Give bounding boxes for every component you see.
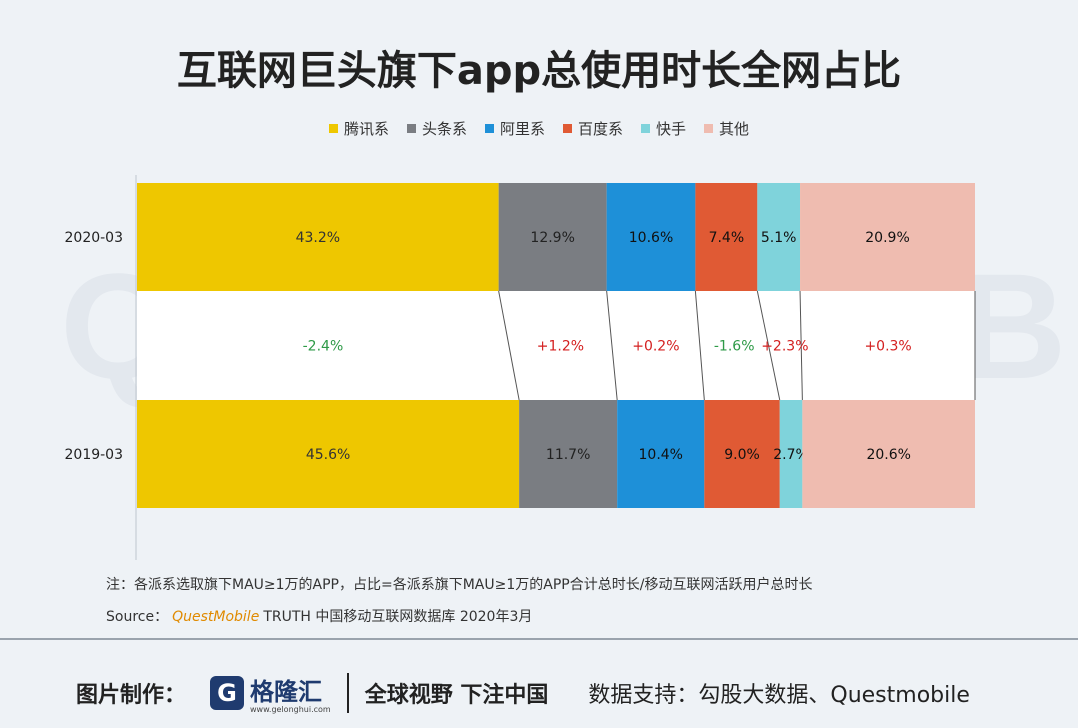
data-label: 10.6% (629, 230, 673, 246)
connector-line (606, 290, 618, 401)
legend-item: 头条系 (406, 118, 467, 139)
bar-segment (617, 400, 705, 508)
legend-label: 腾讯系 (343, 120, 389, 138)
bar-segment (498, 183, 607, 291)
data-label: 45.6% (306, 447, 350, 463)
footer: 图片制作： G 格隆汇 www.gelonghui.com 全球视野 下注中国 … (76, 672, 1066, 714)
data-label: 7.4% (709, 230, 745, 246)
connector-line (694, 290, 705, 401)
bar-segment (802, 400, 975, 508)
source-text: TRUTH 中国移动互联网数据库 2020年3月 (263, 609, 533, 625)
data-label: 9.0% (724, 447, 760, 463)
data-label: 20.6% (866, 447, 910, 463)
stacked-bar-chart: 43.2% 12.9% 10.6% 7.4% 5.1% 20.9% 2020-03 45.6%… (65, 175, 976, 560)
legend: 腾讯系 头条系 阿里系 百度系 快手 其他 (0, 118, 1078, 139)
connector-line (756, 290, 781, 401)
legend-label: 快手 (656, 120, 687, 138)
data-label: 10.4% (639, 447, 683, 463)
data-label: 12.9% (530, 230, 574, 246)
connector-line (498, 290, 520, 401)
source-brand: QuestMobile (172, 609, 260, 625)
legend-item: 百度系 (563, 118, 623, 139)
bar-segment (137, 183, 499, 291)
source-prefix: Source： (106, 609, 169, 625)
legend-item: 阿里系 (484, 118, 545, 139)
data-label: 43.2% (296, 230, 340, 246)
legend-label: 其他 (719, 120, 750, 138)
bar-segment (704, 400, 780, 508)
logo-url: www.gelonghui.com (250, 705, 331, 714)
comparison-band (137, 291, 975, 400)
footer-separator (346, 673, 349, 713)
legend-item: 腾讯系 (328, 118, 389, 139)
slogan: 全球视野 下注中国 (364, 683, 549, 708)
change-label: -2.4% (303, 339, 344, 355)
legend-label: 头条系 (421, 120, 467, 138)
bar-segment (800, 183, 975, 291)
category-label: 2020-03 (65, 230, 124, 246)
legend-item: 其他 (704, 118, 749, 139)
data-label: 11.7% (546, 447, 590, 463)
change-label: +0.3% (864, 339, 911, 355)
bar-segment (606, 183, 696, 291)
gelonghui-logo: 格隆汇 www.gelonghui.com (250, 672, 331, 714)
bar-segment (137, 400, 520, 508)
bar-segment (695, 183, 758, 291)
legend-swatch (563, 124, 572, 133)
chart-source: Source： QuestMobile TRUTH 中国移动互联网数据库 2020年… (106, 606, 532, 626)
connector-line (799, 290, 803, 401)
change-label: +1.2% (537, 339, 584, 355)
change-label: +2.3% (761, 339, 808, 355)
data-support: 数据支持：勾股大数据、Questmobile (588, 683, 970, 708)
legend-swatch (704, 124, 714, 133)
chart-title: 互联网巨头旗下app总使用时长全网占比 (176, 48, 902, 94)
bar-segment (519, 400, 618, 508)
made-by-label: 图片制作： (76, 683, 187, 708)
chart-note: 注：各派系选取旗下MAU≥1万的APP，占比=各派系旗下MAU≥1万的APP合计… (106, 577, 813, 593)
legend-swatch (406, 124, 416, 133)
legend-swatch (328, 124, 338, 133)
gelonghui-logo-icon: G (210, 676, 245, 710)
data-label: 2.7% (773, 447, 809, 463)
change-label: +0.2% (632, 339, 679, 355)
footer-divider (0, 638, 1078, 640)
data-label: 20.9% (865, 230, 909, 246)
legend-label: 百度系 (578, 120, 624, 138)
change-label: -1.6% (714, 339, 755, 355)
bar-segment (757, 183, 801, 291)
legend-label: 阿里系 (499, 120, 545, 138)
data-label: 5.1% (761, 230, 797, 246)
bar-segment (779, 400, 803, 508)
legend-swatch (484, 124, 494, 133)
logo-text: 格隆汇 (250, 678, 323, 706)
category-label: 2019-03 (65, 447, 124, 463)
legend-swatch (641, 124, 651, 133)
legend-item: 快手 (641, 118, 686, 139)
